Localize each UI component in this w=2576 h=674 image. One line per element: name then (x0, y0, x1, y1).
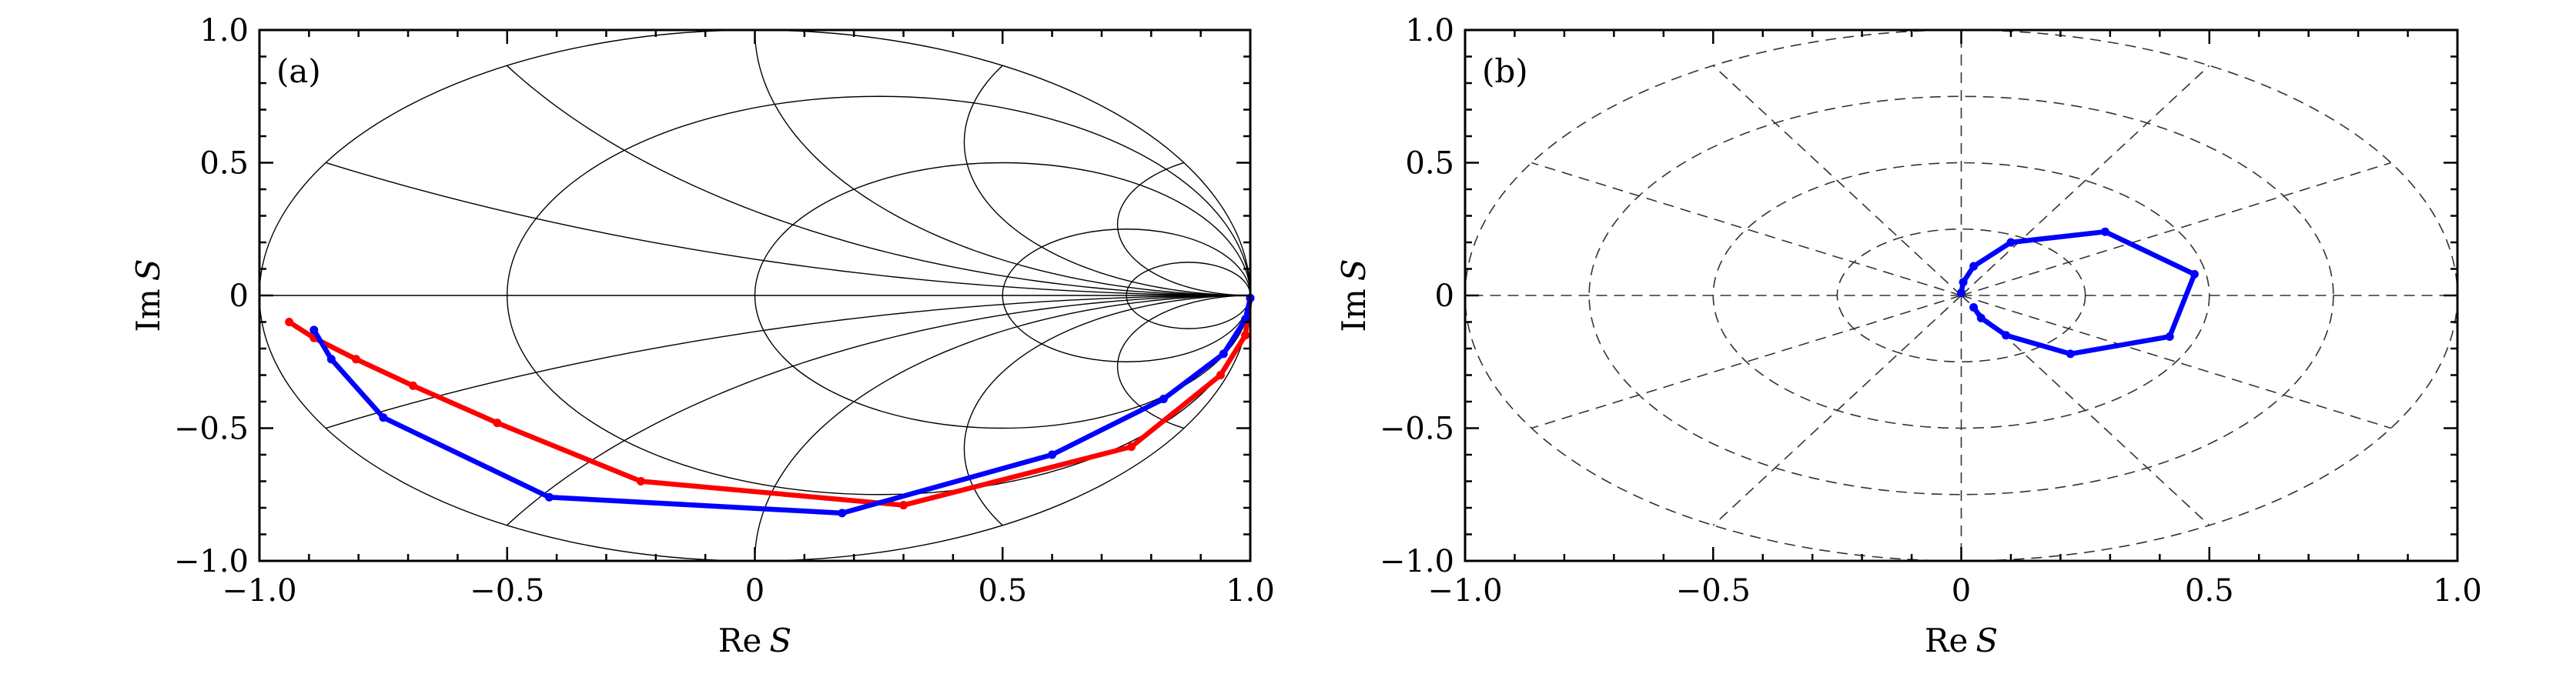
data-point (1241, 331, 1250, 340)
data-point (2006, 238, 2016, 247)
data-point (309, 325, 319, 335)
smith-reactance-arc (754, 29, 1251, 296)
panel-label: (a) (276, 52, 321, 90)
x-tick-label: −0.5 (470, 573, 544, 609)
y-tick-label: 0.5 (1405, 146, 1454, 182)
polar-angle-line (1531, 295, 1962, 429)
data-point (379, 413, 388, 422)
grid (259, 29, 1251, 562)
data-point (1976, 313, 1986, 322)
data-point (1159, 395, 1168, 404)
data-point (2100, 227, 2109, 236)
data-point (326, 355, 336, 364)
series-line-blue (311, 297, 1253, 516)
smith-reactance-arc (326, 162, 1251, 296)
data-point (285, 318, 294, 326)
smith-reactance-arc (326, 295, 1251, 429)
data-point (351, 355, 360, 364)
y-axis-label: Im S (129, 259, 167, 332)
x-tick-label: 0 (745, 573, 764, 609)
x-tick-label: −0.5 (1676, 573, 1751, 609)
data-point (899, 501, 908, 510)
x-axis-label-var: S (769, 622, 791, 659)
polar-angle-line (1961, 295, 2391, 429)
smith-reactance-arc (963, 65, 1251, 296)
y-tick-label: −1.0 (1380, 544, 1454, 579)
x-axis-label-var: S (1975, 622, 1998, 659)
data-point (1127, 442, 1136, 452)
data-point (2165, 332, 2174, 341)
series-blue (1957, 227, 2199, 359)
smith-reactance-arc (506, 65, 1251, 296)
x-tick-label: 0.5 (2185, 573, 2234, 609)
data-point (636, 477, 645, 485)
y-axis-label-text: Im (1335, 289, 1373, 332)
series-red (285, 293, 1255, 510)
smith-reactance-arc (1116, 162, 1251, 296)
x-axis-label-text: Re (1925, 622, 1968, 659)
x-axis-label-text: Re (718, 622, 761, 659)
data-point (838, 509, 847, 518)
panel-label: (b) (1482, 52, 1528, 90)
x-tick-label: 0 (1952, 573, 1971, 609)
x-axis-label: Re S (718, 622, 791, 659)
data-point (2066, 349, 2075, 359)
data-point (2190, 269, 2199, 279)
y-tick-label: −0.5 (174, 412, 249, 447)
y-tick-label: 0 (229, 279, 249, 314)
x-tick-label: −1.0 (1427, 573, 1502, 609)
x-axis-label: Re S (1925, 622, 1998, 659)
polar-angle-line (1961, 162, 2391, 296)
y-axis-label-var: S (129, 259, 167, 281)
polar-angle-line (1531, 162, 1962, 296)
y-tick-label: 1.0 (1405, 13, 1454, 48)
series-line-blue (1959, 229, 2197, 357)
smith-reactance-arc (963, 295, 1251, 526)
x-tick-label: −1.0 (222, 573, 296, 609)
x-tick-label: 1.0 (2433, 573, 2482, 609)
data-point (1959, 278, 1968, 287)
y-axis-label: Im S (1335, 259, 1373, 332)
data-point (1969, 262, 1979, 271)
data-point (1969, 303, 1979, 312)
y-tick-label: 1.0 (199, 13, 249, 48)
polar-angle-line (1712, 295, 1962, 526)
x-tick-label: 1.0 (1226, 573, 1275, 609)
data-point (1216, 371, 1225, 379)
y-axis-label-var: S (1335, 259, 1373, 281)
polar-angle-line (1712, 65, 1962, 296)
y-tick-label: −0.5 (1380, 412, 1454, 447)
y-axis-label-text: Im (129, 289, 167, 332)
data-point (1219, 349, 1228, 359)
y-tick-label: 0.5 (199, 146, 249, 182)
y-tick-label: −1.0 (174, 544, 249, 579)
data-point (408, 381, 417, 390)
polar-angle-line (1960, 65, 2210, 296)
data-point (544, 492, 554, 502)
data-point (493, 419, 502, 428)
y-tick-label: 0 (1435, 279, 1454, 314)
data-point (2002, 331, 2011, 340)
x-tick-label: 0.5 (978, 573, 1027, 609)
data-point (1957, 289, 1965, 298)
data-point (1048, 450, 1057, 459)
